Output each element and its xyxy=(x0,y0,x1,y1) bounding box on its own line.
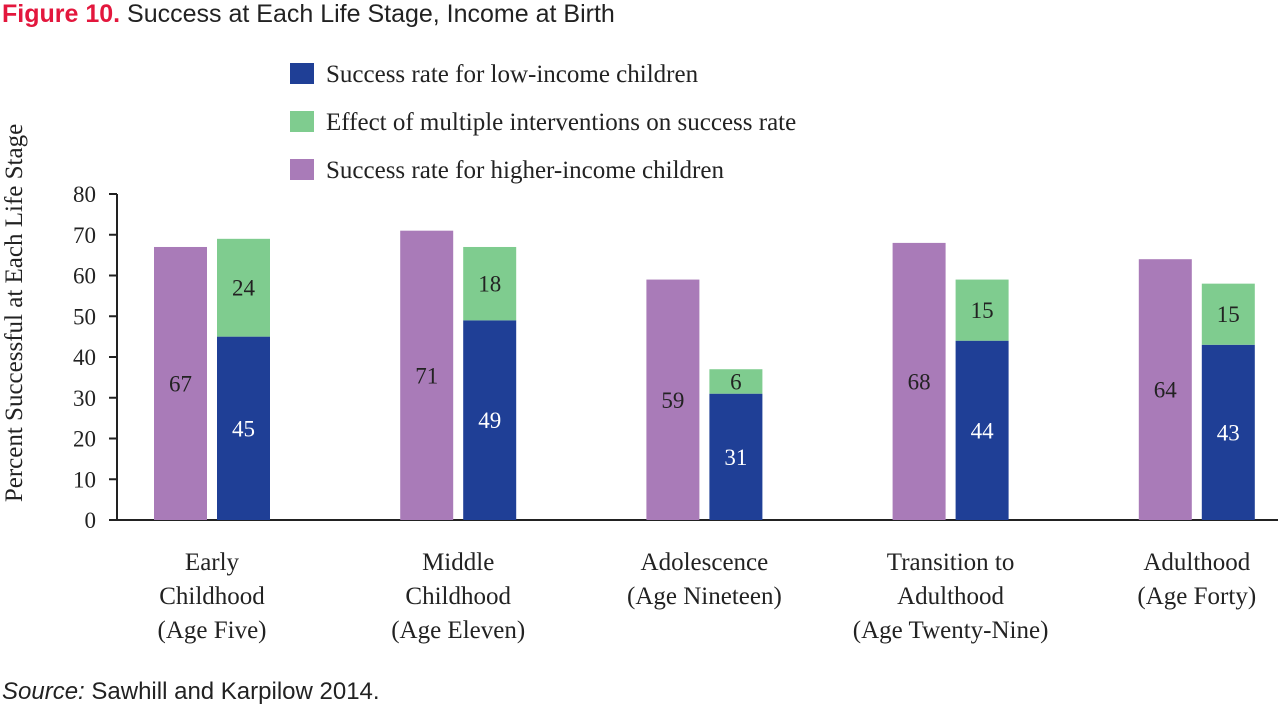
y-tick-label: 60 xyxy=(73,264,96,289)
data-label-higher-income: 64 xyxy=(1154,378,1178,403)
legend-label-interventions: Effect of multiple interventions on succ… xyxy=(326,109,796,136)
source-label: Source: xyxy=(2,678,85,705)
figure-title: Figure 10. Success at Each Life Stage, I… xyxy=(2,0,615,29)
legend-swatch-higher-income xyxy=(290,159,314,180)
bar-low-income xyxy=(955,340,1009,520)
legend-swatch-low-income xyxy=(290,63,314,84)
x-category-label: Childhood xyxy=(405,583,511,610)
x-category-label: Childhood xyxy=(159,583,265,610)
x-category-label: (Age Five) xyxy=(158,617,267,644)
x-category-label: Adulthood xyxy=(1143,549,1250,576)
x-category-label: Transition to xyxy=(887,549,1015,576)
x-category-label: (Age Nineteen) xyxy=(627,583,782,610)
data-label-low-income: 44 xyxy=(971,418,995,443)
legend-label-higher-income: Success rate for higher-income children xyxy=(326,157,724,184)
bar-low-income xyxy=(709,393,763,520)
bar-interventions xyxy=(1201,283,1255,345)
x-category-label: (Age Eleven) xyxy=(391,617,525,644)
legend-swatch-interventions xyxy=(290,111,314,132)
y-tick-label: 50 xyxy=(73,304,96,329)
y-tick-label: 10 xyxy=(73,467,96,492)
x-category-label: Adulthood xyxy=(897,583,1004,610)
data-label-higher-income: 71 xyxy=(415,363,438,388)
bar-higher-income xyxy=(892,242,946,520)
x-category-label: (Age Twenty-Nine) xyxy=(853,617,1049,644)
data-label-low-income: 49 xyxy=(478,408,501,433)
data-label-higher-income: 67 xyxy=(169,371,192,396)
x-category-label: Adolescence xyxy=(641,549,769,576)
data-label-low-income: 45 xyxy=(232,416,255,441)
bar-interventions xyxy=(463,246,517,321)
bar-interventions xyxy=(709,369,763,394)
y-tick-label: 20 xyxy=(73,427,96,452)
source-text: Sawhill and Karpilow 2014. xyxy=(91,678,380,705)
bar-interventions xyxy=(955,279,1009,341)
y-tick-label: 70 xyxy=(73,223,96,248)
bar-low-income xyxy=(1201,344,1255,520)
data-label-higher-income: 59 xyxy=(661,388,684,413)
data-label-low-income: 43 xyxy=(1217,420,1240,445)
bar-higher-income xyxy=(1138,259,1192,520)
y-axis-title: Percent Successful at Each Life Stage xyxy=(1,124,28,502)
source-note: Source: Sawhill and Karpilow 2014. xyxy=(2,678,380,706)
bar-interventions xyxy=(217,238,270,337)
bar-low-income xyxy=(463,320,517,520)
bar-higher-income xyxy=(154,246,207,520)
y-tick-label: 30 xyxy=(73,386,96,411)
bar-low-income xyxy=(217,336,270,520)
data-label-interventions: 6 xyxy=(730,369,742,394)
y-tick-label: 80 xyxy=(73,182,96,207)
data-label-interventions: 18 xyxy=(478,272,501,297)
figure-title-text: Success at Each Life Stage, Income at Bi… xyxy=(127,0,615,28)
data-label-higher-income: 68 xyxy=(908,369,931,394)
x-category-label: Middle xyxy=(422,549,494,576)
figure-label: Figure 10. xyxy=(2,0,121,28)
data-label-interventions: 15 xyxy=(971,298,994,323)
data-label-interventions: 15 xyxy=(1217,302,1240,327)
data-label-low-income: 31 xyxy=(724,445,747,470)
bar-higher-income xyxy=(646,279,700,520)
x-category-label: (Age Forty) xyxy=(1137,583,1256,610)
bar-higher-income xyxy=(400,230,454,521)
y-tick-label: 40 xyxy=(73,345,96,370)
x-category-label: Early xyxy=(185,549,240,576)
legend-label-low-income: Success rate for low-income children xyxy=(326,61,699,88)
data-label-interventions: 24 xyxy=(232,276,256,301)
y-tick-label: 0 xyxy=(85,508,97,533)
